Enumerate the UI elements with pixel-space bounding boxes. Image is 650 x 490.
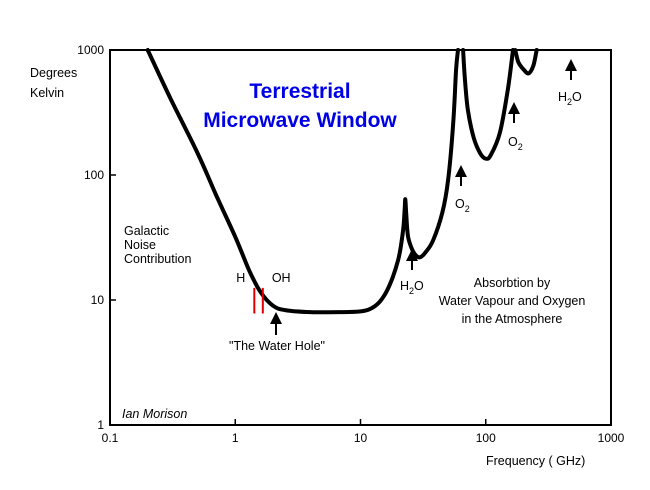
h2o-183ghz-label-tail: O xyxy=(572,90,582,104)
x-tick-label: 10 xyxy=(354,431,368,445)
o2-60ghz-label-sub: 2 xyxy=(465,204,470,214)
y-tick-label: 1000 xyxy=(77,43,104,57)
x-axis-label: Frequency ( GHz) xyxy=(486,454,585,468)
o2-60ghz-label: O2 xyxy=(455,197,470,214)
x-tick-label: 0.1 xyxy=(102,431,119,445)
y-tick-label: 100 xyxy=(84,168,104,182)
absorption-label-line1: Absorbtion by xyxy=(474,276,551,290)
y-axis-label-line1: Degrees xyxy=(30,66,77,80)
o2-60ghz-label-main: O xyxy=(455,197,465,211)
h2o-183ghz-label-main: H xyxy=(558,90,567,104)
hydrogen-lines: H OH xyxy=(236,271,291,314)
absorption-label-line3: in the Atmosphere xyxy=(462,312,563,326)
galactic-label-line1: Galactic xyxy=(124,224,169,238)
noise-temperature-curve xyxy=(145,48,539,315)
galactic-label-line3: Contribution xyxy=(124,252,191,266)
author-credit: Ian Morison xyxy=(122,407,187,421)
spectral-line-label-oh: OH xyxy=(272,271,291,285)
x-tick-label: 1000 xyxy=(598,431,625,445)
x-tick-label: 100 xyxy=(476,431,496,445)
h2o-183ghz-label: H2O xyxy=(558,90,582,107)
chart-subtitle: Microwave Window xyxy=(203,109,397,132)
y-tick-label: 10 xyxy=(91,293,105,307)
o2-118ghz-label: O2 xyxy=(508,135,523,152)
water-hole-label: "The Water Hole" xyxy=(229,339,325,353)
x-tick-label: 1 xyxy=(232,431,239,445)
y-axis-label-line2: Kelvin xyxy=(30,86,64,100)
h2o-183ghz-label-sub: 2 xyxy=(567,97,572,107)
o2-118ghz-label-sub: 2 xyxy=(518,142,523,152)
absorption-label-line2: Water Vapour and Oxygen xyxy=(439,294,586,308)
galactic-label-line2: Noise xyxy=(124,238,156,252)
h2o-22ghz-label-sub: 2 xyxy=(409,286,414,296)
curve-segment-2 xyxy=(461,48,515,161)
x-ticks: 0.1 1 10 100 1000 xyxy=(102,419,625,445)
y-tick-label: 1 xyxy=(97,418,104,432)
curve-segment-1 xyxy=(145,48,460,315)
chart-title: Terrestrial xyxy=(249,80,350,103)
curve-segment-3 xyxy=(513,48,539,76)
h2o-22ghz-label-tail: O xyxy=(414,279,424,293)
spectral-line-label-h: H xyxy=(236,271,245,285)
o2-118ghz-label-main: O xyxy=(508,135,518,149)
plot-area xyxy=(109,49,612,426)
h2o-22ghz-label: H2O xyxy=(400,279,424,296)
y-ticks: 1 10 100 1000 xyxy=(77,43,116,432)
h2o-22ghz-label-main: H xyxy=(400,279,409,293)
